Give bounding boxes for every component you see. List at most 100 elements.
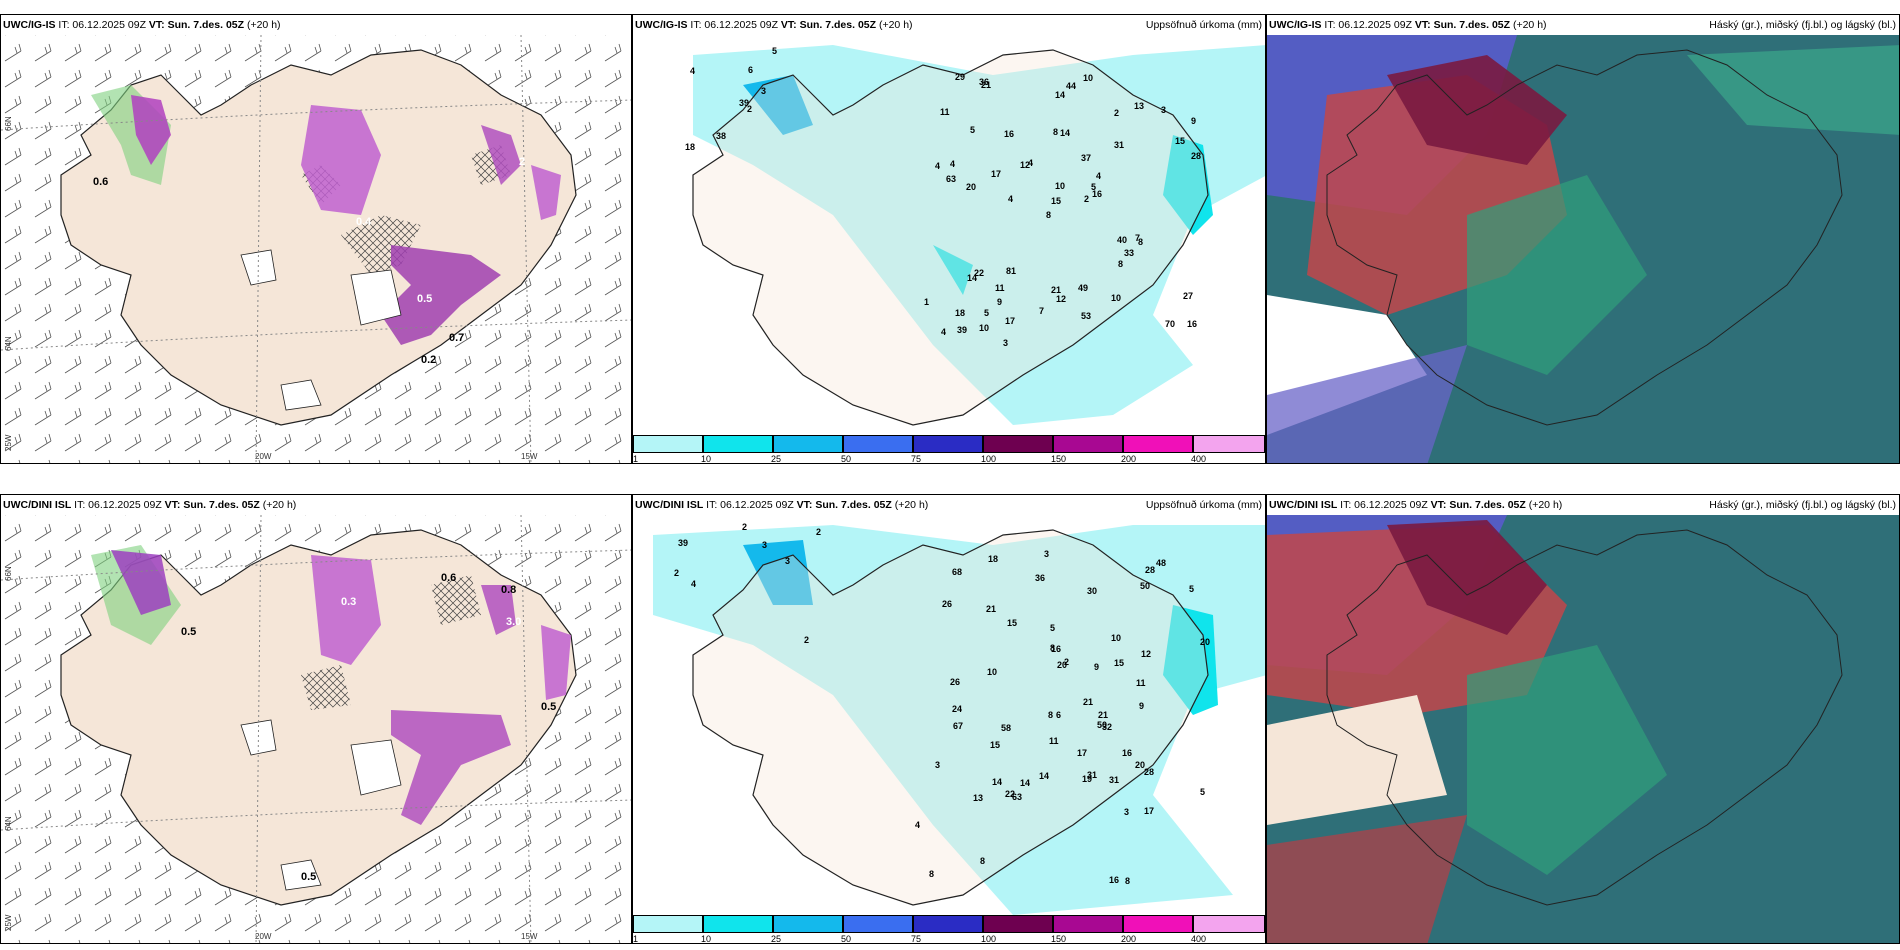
colorbar-tick: 400 bbox=[1191, 934, 1207, 944]
snow-heavy-area bbox=[481, 125, 521, 185]
snow-heavy-area bbox=[301, 105, 381, 215]
precip-value-label: 67 bbox=[953, 721, 963, 731]
graticule-line bbox=[1, 799, 631, 831]
precip-value-label: 6 bbox=[1056, 710, 1061, 720]
iceland-outline bbox=[1326, 49, 1843, 426]
iceland-outline bbox=[692, 49, 1209, 426]
precip-value-label: 22 bbox=[974, 268, 984, 278]
precip-value-label: 8 bbox=[1050, 643, 1055, 653]
precip-field-25mm bbox=[743, 540, 813, 605]
precip-value-label: 3 bbox=[935, 760, 940, 770]
precip-value-label: 21 bbox=[1098, 710, 1108, 720]
colorbar-segment bbox=[773, 435, 843, 453]
colorbar-tick: 25 bbox=[771, 454, 782, 464]
precip-field-1mm bbox=[693, 45, 1265, 425]
precip-value-label: 15 bbox=[1175, 136, 1185, 146]
precip-value-label: 5 bbox=[772, 46, 777, 56]
colorbar-segment bbox=[983, 915, 1053, 933]
mid-cloud-area bbox=[1267, 815, 1467, 943]
colorbar-tick: 1 bbox=[633, 934, 639, 944]
graticule-line bbox=[520, 34, 532, 463]
snow-value-label: 2 bbox=[519, 156, 525, 168]
precip-value-label: 40 bbox=[1117, 235, 1127, 245]
precip-value-label: 5 bbox=[1050, 623, 1055, 633]
precip-value-label: 20 bbox=[966, 182, 976, 192]
panel-header: UWC/DINI ISL IT: 06.12.2025 09Z VT: Sun.… bbox=[3, 499, 297, 511]
precip-value-label: 12 bbox=[1141, 649, 1151, 659]
colorbar-tick: 150 bbox=[1051, 934, 1067, 944]
colorbar-segment bbox=[633, 435, 703, 453]
panel-header: UWC/IG-IS IT: 06.12.2025 09Z VT: Sun. 7.… bbox=[1269, 19, 1547, 31]
colorbar-segment bbox=[913, 915, 983, 933]
snow-panel-bottom: UWC/DINI ISL IT: 06.12.2025 09Z VT: Sun.… bbox=[0, 494, 632, 944]
snow-value-label: 0.3 bbox=[341, 596, 356, 608]
precip-value-label: 3 bbox=[762, 540, 767, 550]
graticule-line bbox=[520, 514, 532, 943]
snow-value-label: 0.4 bbox=[356, 216, 372, 228]
snow-panel-top: UWC/IG-IS IT: 06.12.2025 09Z VT: Sun. 7.… bbox=[0, 14, 632, 464]
precip-value-label: 38 bbox=[716, 131, 726, 141]
graticule-line bbox=[1, 549, 631, 581]
snow-value-label: 0.7 bbox=[449, 332, 464, 344]
precip-value-label: 8 bbox=[1048, 710, 1053, 720]
precip-value-label: 13 bbox=[1134, 101, 1144, 111]
colorbar-segment bbox=[1193, 915, 1265, 933]
precip-value-label: 28 bbox=[1144, 767, 1154, 777]
lat-label: 66N bbox=[4, 566, 13, 581]
precip-value-label: 44 bbox=[1066, 81, 1076, 91]
precip-value-label: 12 bbox=[1056, 294, 1066, 304]
precip-value-label: 63 bbox=[946, 174, 956, 184]
precip-value-label: 14 bbox=[992, 777, 1002, 787]
precip-value-label: 14 bbox=[1020, 778, 1030, 788]
precip-value-label: 5 bbox=[984, 308, 989, 318]
precip-value-label: 16 bbox=[1122, 748, 1132, 758]
precip-value-label: 58 bbox=[1001, 723, 1011, 733]
graticule-line bbox=[255, 34, 262, 463]
snow-value-label: 0.5 bbox=[181, 626, 196, 638]
lon-label: 20W bbox=[255, 452, 272, 461]
precip-value-label: 3 bbox=[1124, 807, 1129, 817]
precip-panel-top: UWC/IG-IS IT: 06.12.2025 09Z VT: Sun. 7.… bbox=[632, 14, 1266, 464]
precip-value-label: 29 bbox=[955, 72, 965, 82]
precip-value-label: 3 bbox=[761, 86, 766, 96]
precip-value-label: 26 bbox=[942, 599, 952, 609]
precip-value-label: 68 bbox=[952, 567, 962, 577]
snow-heavy-area bbox=[391, 710, 511, 825]
cloud-title: Háský (gr.), miðský (fj.bl.) og lágský (… bbox=[1709, 19, 1896, 31]
snow-heavy-area bbox=[111, 550, 171, 615]
cloud-map-svg bbox=[1267, 35, 1899, 463]
precip-value-label: 39 bbox=[739, 98, 749, 108]
high-cloud-area bbox=[1267, 345, 1467, 463]
precip-title: Uppsöfnuð úrkoma (mm) bbox=[1145, 499, 1262, 511]
precip-value-label: 19 bbox=[1082, 774, 1092, 784]
lat-label: 64N bbox=[4, 816, 13, 831]
colorbar-tick: 100 bbox=[981, 454, 997, 464]
precip-value-label: 2 bbox=[1114, 108, 1119, 118]
colorbar-segment bbox=[1053, 915, 1123, 933]
precip-value-label: 37 bbox=[1081, 153, 1091, 163]
precip-value-label: 21 bbox=[1083, 697, 1093, 707]
graticule-line bbox=[1, 99, 631, 131]
precip-value-label: 16 bbox=[1051, 644, 1061, 654]
precip-value-label: 17 bbox=[1077, 748, 1087, 758]
precip-value-label: 14 bbox=[1060, 128, 1070, 138]
colorbar-tick: 150 bbox=[1051, 454, 1067, 464]
snow-heavy-area bbox=[311, 555, 381, 665]
precip-value-label: 27 bbox=[1183, 291, 1193, 301]
precip-value-label: 5 bbox=[1091, 182, 1096, 192]
colorbar-segment bbox=[843, 915, 913, 933]
precip-value-label: 11 bbox=[995, 283, 1005, 293]
precip-value-label: 18 bbox=[955, 308, 965, 318]
precip-value-label: 4 bbox=[1096, 171, 1101, 181]
precip-value-label: 4 bbox=[950, 159, 955, 169]
colorbar-tick: 1 bbox=[633, 454, 639, 464]
precip-value-label: 50 bbox=[1140, 581, 1150, 591]
colorbar-tick: 50 bbox=[841, 454, 852, 464]
iceland-landmass bbox=[60, 49, 577, 426]
precip-value-label: 48 bbox=[1156, 558, 1166, 568]
precip-value-label: 26 bbox=[950, 677, 960, 687]
glacier bbox=[350, 739, 402, 796]
snow-value-label: 0.6 bbox=[93, 176, 108, 188]
lon-label: 15W bbox=[521, 932, 538, 941]
lat-label: 64N bbox=[4, 336, 13, 351]
